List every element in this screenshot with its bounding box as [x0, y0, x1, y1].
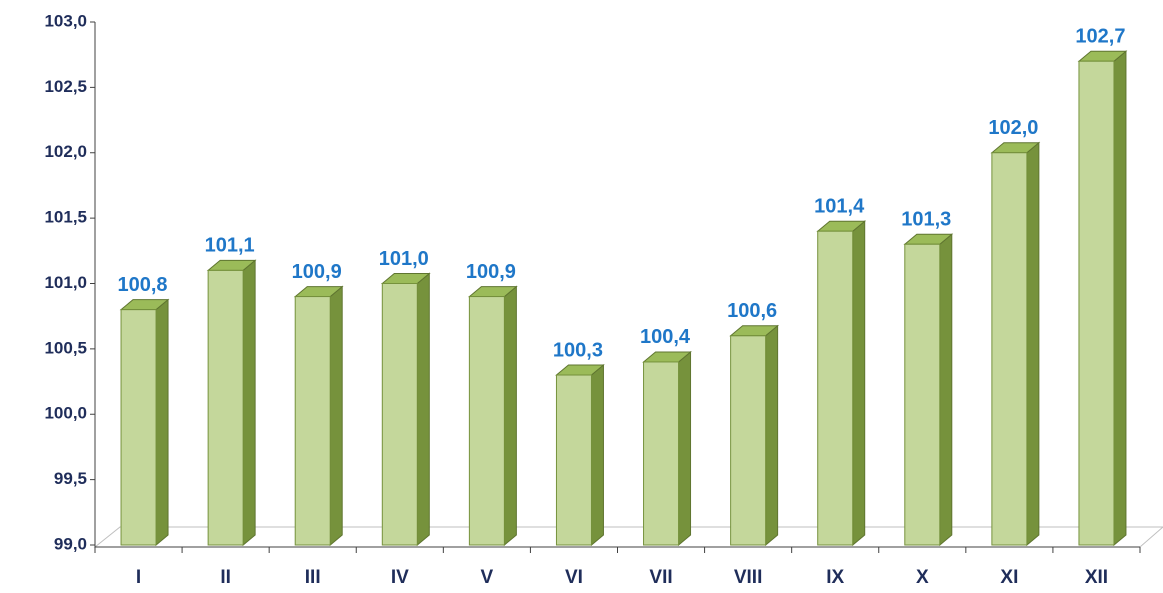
bar-side	[242, 259, 256, 547]
bar-front	[207, 269, 244, 546]
y-tick-label: 102,0	[44, 142, 87, 161]
bar-side	[678, 350, 692, 547]
value-label: 102,0	[988, 117, 1038, 139]
y-tick-label: 100,0	[44, 404, 87, 423]
value-label: 100,3	[553, 339, 603, 361]
bar-side	[939, 233, 953, 547]
bar-front	[991, 152, 1028, 546]
x-tick-label: XII	[1085, 567, 1108, 588]
bar	[903, 233, 954, 547]
bar	[1077, 50, 1128, 547]
y-tick-label: 102,5	[44, 77, 87, 96]
x-tick-label: VI	[565, 567, 583, 588]
y-tick-label: 99,5	[54, 469, 87, 488]
bar-front	[120, 309, 157, 546]
value-label: 101,3	[901, 209, 951, 231]
value-label: 100,4	[640, 326, 691, 348]
x-tick-label: VIII	[734, 567, 763, 588]
x-tick-label: IX	[826, 567, 844, 588]
x-tick-label: V	[481, 567, 494, 588]
bar-front	[904, 243, 941, 546]
x-tick-label: I	[136, 567, 141, 588]
value-label: 101,0	[379, 248, 429, 270]
bar-front	[468, 296, 505, 546]
value-label: 100,6	[727, 300, 777, 322]
bar	[990, 141, 1041, 547]
bar	[119, 298, 170, 547]
bar-front	[817, 230, 854, 546]
value-label: 100,9	[466, 261, 516, 283]
value-label: 100,9	[292, 261, 342, 283]
x-tick-label: X	[916, 567, 929, 588]
bar-side	[1026, 141, 1040, 547]
bar-front	[294, 296, 331, 546]
bar	[206, 259, 257, 547]
bar	[467, 285, 518, 547]
bar-side	[765, 324, 779, 547]
bar-side	[852, 220, 866, 547]
bar-front	[555, 374, 592, 546]
bar	[293, 285, 344, 547]
bar-side	[329, 285, 343, 547]
x-tick-label: III	[305, 567, 321, 588]
x-tick-label: II	[220, 567, 231, 588]
bar-side	[590, 363, 604, 547]
value-label: 102,7	[1075, 26, 1125, 48]
bar-side	[155, 298, 169, 547]
x-tick-label: XI	[1000, 567, 1018, 588]
y-tick-label: 101,0	[44, 273, 87, 292]
bar	[380, 272, 431, 547]
y-tick-label: 101,5	[44, 208, 87, 227]
bar-front	[643, 361, 680, 546]
bar	[642, 350, 692, 547]
bar-front	[730, 335, 767, 546]
bar	[729, 324, 780, 547]
y-tick-label: 99,0	[54, 534, 87, 553]
bar	[816, 220, 867, 547]
bar-front	[381, 283, 418, 546]
bar-side	[1113, 50, 1127, 547]
bar-side	[503, 285, 517, 547]
y-tick-label: 100,5	[44, 338, 87, 357]
value-label: 101,1	[205, 235, 255, 257]
bar-side	[416, 272, 430, 547]
y-tick-label: 103,0	[44, 11, 87, 30]
x-tick-label: IV	[391, 567, 409, 588]
bar-front	[1078, 60, 1115, 546]
bar	[555, 363, 605, 547]
value-label: 100,8	[118, 274, 168, 296]
value-label: 101,4	[814, 195, 865, 217]
x-tick-label: VII	[649, 567, 672, 588]
